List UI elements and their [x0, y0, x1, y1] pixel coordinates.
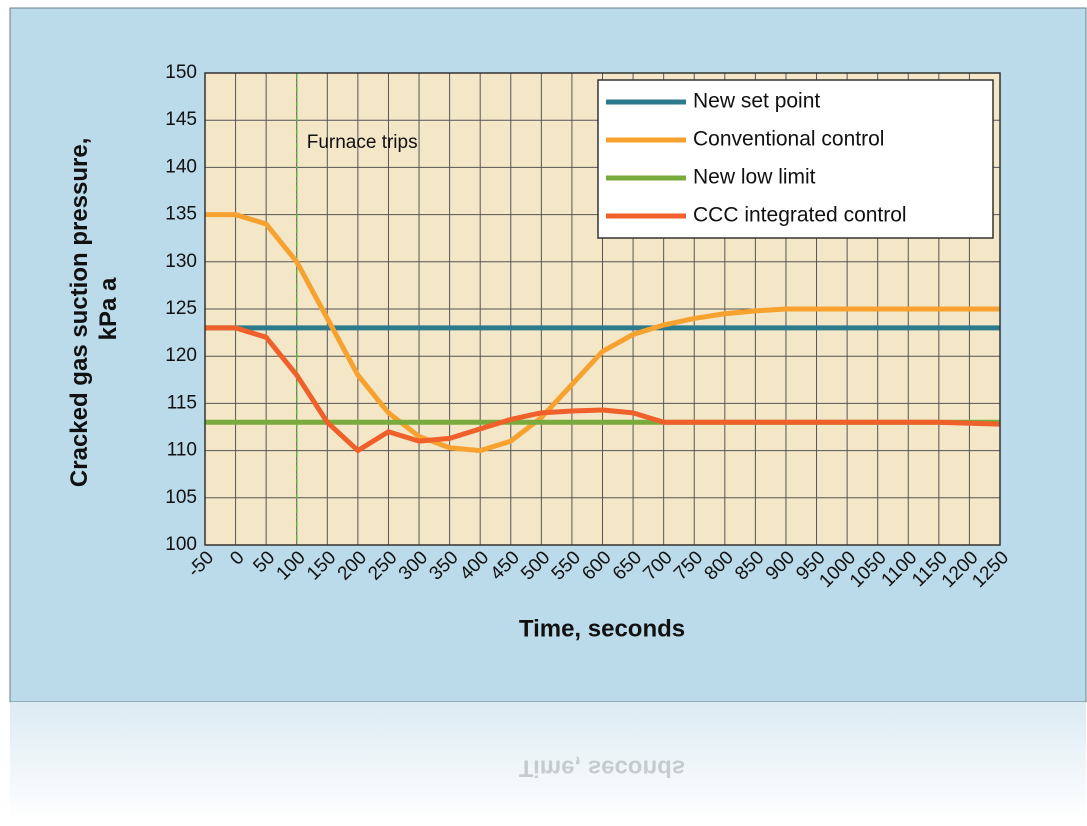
- y-tick-label: 135: [165, 204, 197, 225]
- y-tick-label: 125: [165, 298, 197, 319]
- y-tick-label: 130: [165, 251, 197, 272]
- series-line: [205, 325, 1001, 454]
- y-title-line: kPa a: [95, 277, 122, 340]
- x-title: Time, seconds: [519, 615, 685, 642]
- annotation: Furnace trips: [307, 132, 418, 153]
- y-tick-label: 120: [165, 345, 197, 366]
- y-tick-label: 105: [165, 487, 197, 508]
- series-line: [205, 212, 1000, 454]
- x-title-reflection: Time, seconds: [519, 755, 685, 782]
- y-tick-label: 115: [167, 392, 197, 413]
- legend-label: New low limit: [693, 166, 816, 189]
- plot-frame: [204, 72, 1001, 546]
- reflection: [10, 702, 1086, 821]
- legend-label: New set point: [693, 90, 820, 113]
- y-tick-label: 145: [165, 109, 197, 130]
- legend-label: Conventional control: [693, 128, 884, 151]
- y-tick-label: 110: [167, 440, 197, 461]
- y-tick-label: 100: [165, 534, 197, 555]
- legend-box: [597, 79, 994, 239]
- y-tick-label: 140: [165, 156, 197, 177]
- y-title-line: Cracked gas suction pressure,: [66, 138, 93, 487]
- legend-label: CCC integrated control: [693, 204, 907, 227]
- y-tick-label: 150: [165, 62, 197, 83]
- y-title: Cracked gas suction pressure, kPa a: [66, 131, 122, 487]
